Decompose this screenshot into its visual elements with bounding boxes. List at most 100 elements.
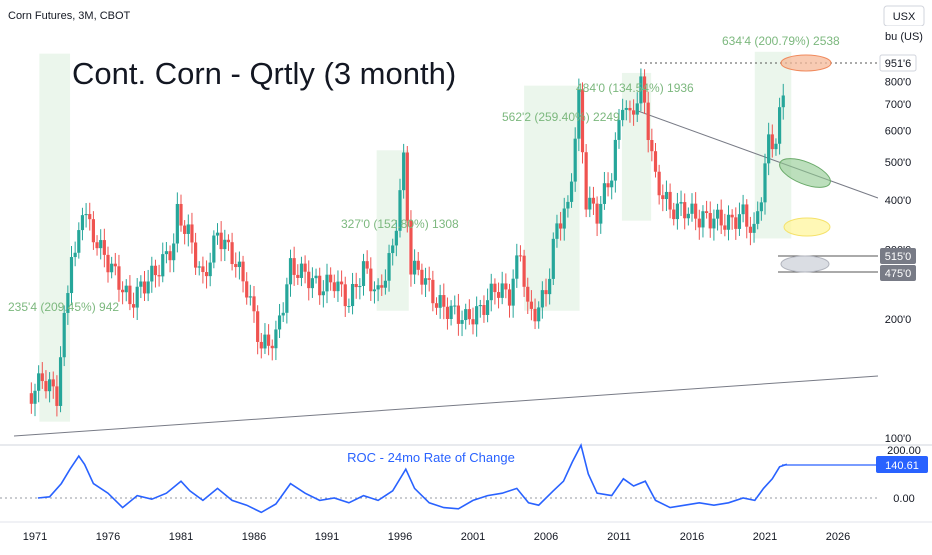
candle [515, 243, 519, 288]
candle [77, 222, 81, 259]
candle [599, 196, 603, 234]
price-tag-475[interactable] [880, 265, 916, 281]
zone-ellipse-yellow[interactable] [783, 217, 831, 237]
candle [504, 273, 508, 299]
target-ellipse-orange[interactable] [780, 54, 832, 72]
candle [650, 128, 654, 162]
candle [431, 270, 435, 312]
candle [748, 216, 752, 246]
candle [310, 267, 314, 298]
annotation-2012: 484'0 (134.54%) 1936 [576, 81, 694, 95]
candle [642, 69, 647, 115]
candle [398, 178, 402, 238]
candle [559, 211, 563, 241]
candle [142, 271, 147, 301]
candle [361, 253, 366, 296]
candle [475, 296, 479, 337]
unit-button[interactable] [882, 26, 926, 44]
x-tick-label: 1976 [96, 531, 120, 543]
candle [624, 100, 628, 121]
candle [29, 382, 33, 414]
y-tick-label: 700'0 [885, 99, 912, 111]
candle [245, 272, 249, 305]
price-axis-bg [878, 0, 932, 445]
support-trendline [13, 375, 879, 437]
indicator-title: ROC - 24mo Rate of Change [347, 450, 515, 465]
candle [427, 266, 431, 292]
x-tick-label: 1991 [315, 531, 339, 543]
candle [383, 269, 387, 295]
candle [179, 194, 183, 232]
candle [226, 234, 231, 251]
candle [694, 192, 698, 231]
candle [551, 232, 555, 286]
price-axis[interactable]: 900'0800'0700'0600'0500'0400'0300'0200'0… [878, 0, 932, 445]
candle [55, 375, 59, 417]
candle [540, 281, 544, 319]
x-tick-label: 2011 [607, 531, 631, 543]
candle [752, 212, 756, 243]
candle [507, 283, 512, 318]
candle [588, 186, 592, 218]
candle [281, 302, 285, 322]
candle [726, 205, 731, 241]
candle [102, 228, 106, 268]
candle [774, 138, 778, 156]
breakout-ellipse-green[interactable] [776, 153, 834, 194]
candle [131, 292, 136, 318]
candle [675, 192, 679, 230]
candle [705, 200, 709, 219]
candle [340, 270, 344, 297]
candle [610, 173, 614, 200]
candle [482, 295, 486, 323]
candle [277, 303, 282, 339]
candle [241, 255, 245, 293]
roc-tick-0: 0.00 [893, 493, 914, 505]
indicator-pane[interactable]: ROC - 24mo Rate of Change 200.00 0.00 14… [0, 442, 928, 514]
x-tick-label: 2026 [826, 531, 850, 543]
candle [511, 269, 515, 318]
candle [230, 232, 234, 271]
candle [453, 295, 457, 315]
zone-ellipse-grey[interactable] [780, 255, 830, 273]
candle [62, 305, 66, 367]
candle [44, 370, 48, 399]
candle [467, 299, 471, 325]
candle [88, 202, 92, 231]
candle [175, 192, 179, 253]
candle [204, 260, 209, 289]
candle [292, 246, 296, 286]
x-tick-label: 1981 [169, 531, 193, 543]
roc-value-tag[interactable] [876, 456, 928, 473]
candle [548, 268, 552, 305]
candle [606, 172, 610, 197]
candle [478, 299, 482, 318]
candle [84, 203, 88, 228]
candle [745, 199, 749, 239]
candle [376, 278, 380, 302]
candle [128, 275, 132, 311]
candle [237, 251, 241, 280]
candle [358, 278, 362, 300]
candle [343, 276, 347, 317]
currency-label: USX [893, 11, 916, 23]
candle [781, 83, 785, 120]
candle [632, 99, 636, 126]
candle [686, 207, 690, 226]
x-ticks[interactable]: 1971 1976 1981 1986 1991 1996 2001 2006 2011 2016… [23, 531, 850, 543]
candle [537, 301, 541, 329]
price-tag-951[interactable] [879, 54, 917, 72]
candle [460, 310, 464, 337]
price-tag-515-label: 515'0 [885, 251, 912, 263]
candle [369, 257, 373, 301]
candle [215, 223, 220, 245]
price-tag-515[interactable] [880, 248, 916, 264]
candle [500, 271, 504, 305]
candle [307, 260, 311, 301]
y-tick-label: 600'0 [885, 126, 912, 138]
x-tick-label: 1971 [23, 531, 47, 543]
candle [646, 91, 650, 153]
candle [569, 173, 574, 208]
